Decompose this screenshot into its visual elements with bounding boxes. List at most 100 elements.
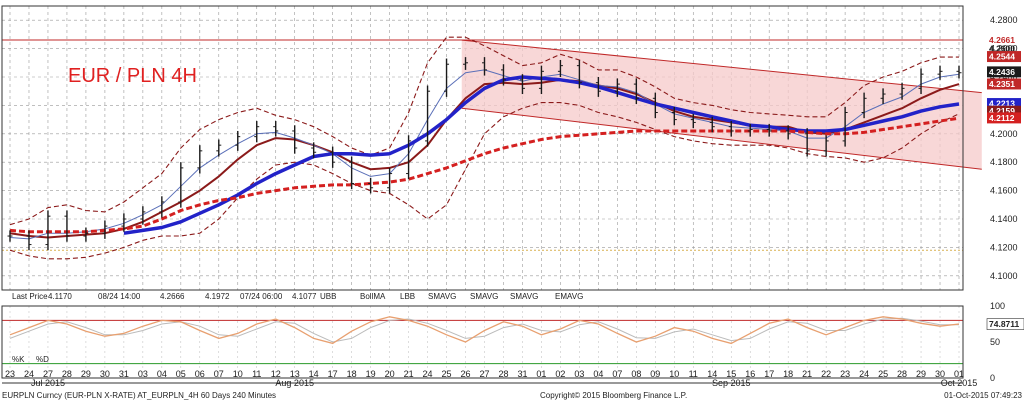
y-tick-label: 4.1800 [990,157,1018,167]
y-tick-label: 4.2000 [990,129,1018,139]
legend-entry: SMAVG [470,292,498,301]
price-bars [7,57,962,251]
legend-entry: BollMA [360,292,386,301]
stochastic-value-label: 74.8711 [989,319,1020,329]
x-tick-label: 08 [631,369,641,379]
price-label-box [987,66,1021,78]
footer-source: EURPLN Curncy (EUR-PLN X-RATE) AT_EURPLN… [2,391,276,400]
series-lbb [9,102,960,260]
price-label: 4.2213 [989,99,1015,109]
stochastic-value-box [986,318,1024,330]
x-tick-label: 03 [138,369,148,379]
x-tick-label: 18 [347,369,357,379]
x-tick-label: 10 [233,369,243,379]
y-tick-label: 4.1600 [990,186,1018,196]
legend-entry: 4.2666 [160,292,185,301]
price-label-box [987,112,1021,124]
x-tick-label: 29 [81,369,91,379]
x-tick-label: 07 [214,369,224,379]
x-tick-label: 27 [43,369,53,379]
price-label-box [987,78,1021,90]
legend-entry: EMAVG [555,292,583,301]
x-tick-label: 28 [897,369,907,379]
y-tick-label: 4.2800 [990,15,1018,25]
x-tick-label: 04 [157,369,167,379]
footer: EURPLN Curncy (EUR-PLN X-RATE) AT_EURPLN… [2,391,1023,400]
stochastic-tick-label: 100 [990,301,1005,311]
x-tick-label: 05 [176,369,186,379]
month-label: Aug 2015 [275,378,314,388]
stochastic-d-line [9,317,959,343]
x-tick-label: 01 [536,369,546,379]
stochastic-legend-entry: %K [12,355,25,364]
channel-fill [461,40,982,170]
legend-entry: 4.1972 [205,292,230,301]
price-label: 4.2600 [989,44,1015,54]
legend-row: Last Price 4.1170 08/24 14:00 4.2666 4.1972 0… [12,292,583,301]
x-tick-label: 26 [461,369,471,379]
x-tick-label: 15 [726,369,736,379]
x-tick-label: 12 [271,369,281,379]
y-tick-label: 4.2600 [990,44,1018,54]
x-tick-label: 25 [442,369,452,379]
series-emavg [9,116,960,234]
x-tick-label: 09 [650,369,660,379]
price-label: 4.2436 [989,67,1015,77]
month-label: Jul 2015 [31,378,65,388]
price-label: 4.2661 [989,35,1015,45]
x-tick-label: 11 [252,369,261,379]
price-label: 4.2159 [989,106,1015,116]
axes: 4.28004.26004.24004.22004.20004.18004.16… [1,5,1024,388]
x-tick-label: 02 [555,369,565,379]
x-tick-label: 27 [479,369,489,379]
x-tick-label: 19 [366,369,376,379]
legend-entry: 08/24 14:00 [98,292,141,301]
x-tick-label: 10 [669,369,679,379]
price-label-box [987,51,1021,63]
price-label-box [987,105,1021,117]
x-tick-label: 04 [593,369,603,379]
price-label: 4.2544 [989,52,1015,62]
chart-title: EUR / PLN 4H [68,65,197,87]
legend-entry: SMAVG [510,292,538,301]
y-tick-label: 4.1000 [990,271,1018,281]
x-tick-label: 23 [840,369,850,379]
series-ubb [9,36,959,226]
x-tick-label: 24 [423,369,433,379]
channel-upper-line [461,39,982,94]
x-tick-label: 14 [707,369,717,379]
x-tick-label: 13 [290,369,300,379]
x-tick-label: 30 [935,369,945,379]
price-label: 4.2112 [989,113,1015,123]
stochastic-tick-label: 50 [990,337,1000,347]
horizontal-levels [2,39,963,251]
x-tick-label: 18 [783,369,793,379]
x-tick-label: 28 [62,369,72,379]
x-tick-label: 16 [745,369,755,379]
month-label: Oct 2015 [941,378,978,388]
x-tick-label: 29 [916,369,926,379]
price-panel-frame [1,5,964,291]
y-tick-label: 4.1400 [990,214,1018,224]
x-tick-label: 01 [954,369,964,379]
legend-entry: LBB [400,292,415,301]
footer-copyright: Copyright© 2015 Bloomberg Finance L.P. [540,391,687,400]
stochastic-k-line [9,316,960,345]
y-tick-label: 4.1200 [990,242,1018,252]
x-tick-label: 31 [119,369,129,379]
x-tick-label: 22 [821,369,831,379]
legend-entry: SMAVG [428,292,456,301]
legend-entry: UBB [320,292,336,301]
x-tick-label: 21 [404,369,414,379]
stochastic-legend-entry: %D [36,355,49,364]
month-label: Sep 2015 [712,378,751,388]
x-tick-label: 20 [385,369,395,379]
legend-entry: Last Price [12,292,48,301]
footer-timestamp: 01-Oct-2015 07:49:23 [944,391,1022,400]
x-tick-label: 17 [328,369,338,379]
grid-lines [2,6,963,378]
x-tick-label: 03 [574,369,584,379]
x-tick-label: 24 [24,369,34,379]
x-tick-label: 30 [100,369,110,379]
